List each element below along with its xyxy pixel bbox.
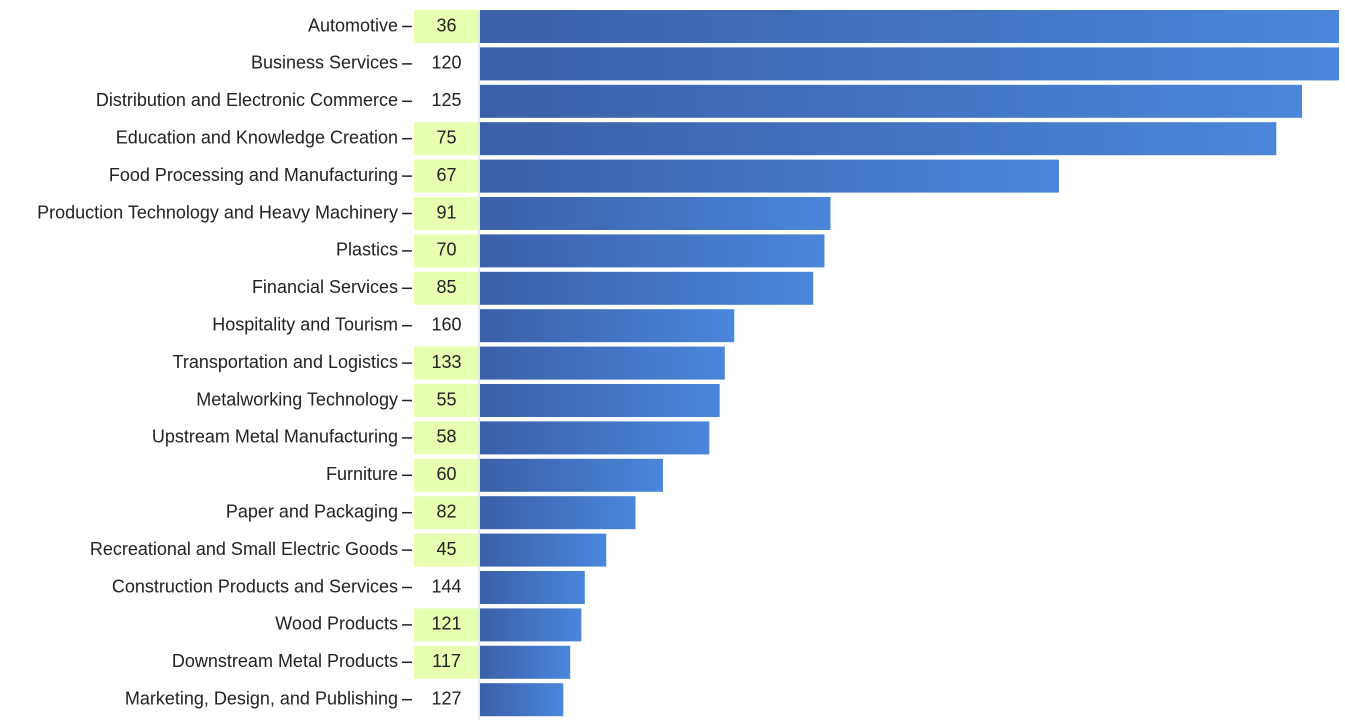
bar-14[interactable]	[480, 533, 607, 567]
rank-label: 75	[436, 127, 456, 147]
rank-label: 121	[431, 614, 461, 634]
rank-highlight	[414, 197, 479, 230]
bars-layer	[480, 10, 1339, 717]
rank-label: 36	[436, 15, 456, 35]
rank-highlight	[414, 122, 479, 156]
rank-highlight	[414, 496, 479, 530]
category-label: Wood Products	[275, 614, 398, 634]
bar-7[interactable]	[480, 271, 814, 305]
rank-label: 160	[431, 314, 461, 334]
rank-label: 45	[436, 539, 456, 559]
bar-15[interactable]	[480, 571, 585, 604]
category-label: Food Processing and Manufacturing	[109, 165, 398, 185]
rank-label: 60	[436, 464, 456, 484]
rank-label: 58	[436, 427, 456, 447]
category-label: Transportation and Logistics	[173, 352, 398, 372]
category-label: Automotive	[308, 15, 398, 35]
rank-label: 55	[436, 389, 456, 409]
rank-highlight	[414, 458, 479, 492]
category-label: Plastics	[336, 240, 398, 260]
rank-label: 67	[436, 165, 456, 185]
rank-highlight	[414, 271, 479, 305]
bar-6[interactable]	[480, 234, 825, 268]
bar-0[interactable]	[480, 10, 1339, 43]
bar-11[interactable]	[480, 421, 710, 455]
labels-layer: Automotive 36 Business Services 120 Distribu…	[37, 10, 480, 720]
rank-highlight	[414, 384, 479, 417]
bar-18[interactable]	[480, 683, 564, 717]
bar-16[interactable]	[480, 608, 582, 642]
category-label: Distribution and Electronic Commerce	[96, 90, 398, 110]
bar-8[interactable]	[480, 309, 735, 343]
rank-highlight	[414, 421, 479, 455]
rank-highlight	[414, 608, 479, 642]
bar-3[interactable]	[480, 122, 1277, 156]
category-label: Production Technology and Heavy Machiner…	[37, 202, 398, 222]
rank-highlight	[414, 346, 479, 380]
category-label: Hospitality and Tourism	[212, 314, 398, 334]
rank-highlight	[414, 10, 479, 43]
category-label: Upstream Metal Manufacturing	[152, 427, 398, 447]
bar-9[interactable]	[480, 346, 725, 380]
category-label: Education and Knowledge Creation	[116, 127, 398, 147]
bar-12[interactable]	[480, 458, 663, 492]
rank-label: 82	[436, 501, 456, 521]
category-label: Business Services	[251, 53, 398, 73]
bar-5[interactable]	[480, 197, 831, 230]
category-label: Paper and Packaging	[226, 501, 398, 521]
category-label: Marketing, Design, and Publishing	[125, 688, 398, 708]
category-label: Furniture	[326, 464, 398, 484]
category-label: Downstream Metal Products	[172, 651, 398, 671]
rank-highlight	[414, 234, 479, 268]
category-label: Recreational and Small Electric Goods	[90, 539, 398, 559]
bar-2[interactable]	[480, 84, 1303, 118]
rank-highlight	[414, 645, 479, 679]
rank-label: 127	[431, 688, 461, 708]
rank-label: 133	[431, 352, 461, 372]
rank-label: 144	[431, 576, 461, 596]
rank-label: 120	[431, 53, 461, 73]
category-label: Financial Services	[252, 277, 398, 297]
bar-1[interactable]	[480, 47, 1339, 81]
rank-label: 85	[436, 277, 456, 297]
bar-13[interactable]	[480, 496, 636, 530]
rank-highlight	[414, 159, 479, 193]
rank-label: 125	[431, 90, 461, 110]
bar-4[interactable]	[480, 159, 1059, 193]
category-label: Construction Products and Services	[112, 576, 398, 596]
rank-label: 117	[432, 651, 461, 671]
bar-10[interactable]	[480, 384, 720, 417]
rank-label: 91	[436, 202, 456, 222]
rank-label: 70	[436, 240, 456, 260]
rank-highlight	[414, 533, 479, 567]
bar-17[interactable]	[480, 645, 571, 679]
category-label: Metalworking Technology	[196, 389, 398, 409]
